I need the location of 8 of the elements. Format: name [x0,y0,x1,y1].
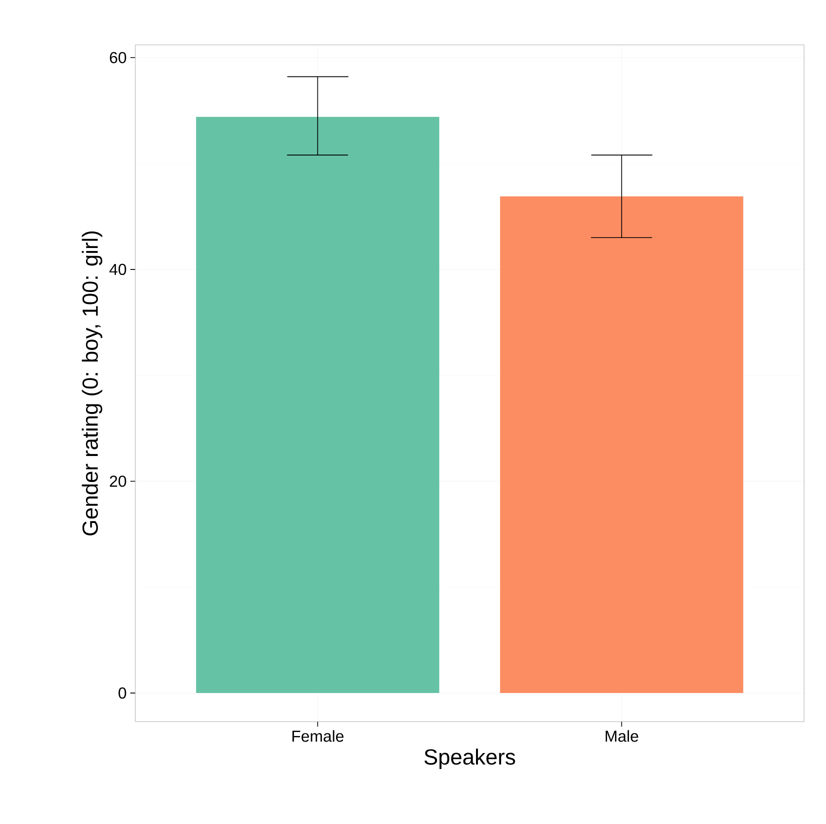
y-tick-label: 40 [109,264,126,275]
y-axis-title: Gender rating (0: boy, 100: girl) [82,231,102,536]
y-tick-label: 60 [110,52,126,64]
x-tick-label: Female [292,730,344,742]
x-tick-label: Male [606,730,638,742]
y-tick-label: 0 [118,687,126,698]
y-tick-label: 20 [110,475,126,487]
x-axis-title: Speakers [424,748,516,769]
